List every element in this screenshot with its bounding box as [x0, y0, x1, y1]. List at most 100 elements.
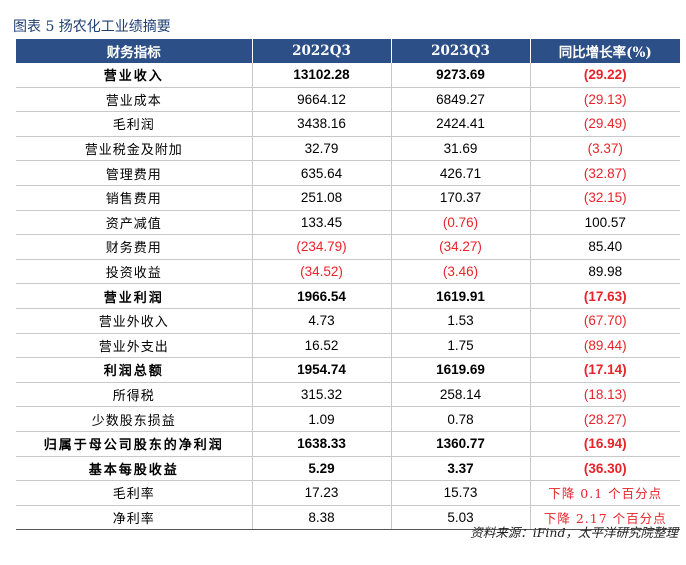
table-header-row: 财务指标 2022Q3 2023Q3 同比增长率(%)	[16, 39, 680, 63]
value-2022q3-cell: 1638.33	[252, 431, 392, 457]
value-2022q3-cell: (234.79)	[252, 234, 392, 260]
value-2022q3-cell: 16.52	[252, 333, 392, 359]
metric-name-cell: 资产减值	[16, 210, 253, 236]
header-yoy: 同比增长率(%)	[530, 39, 680, 63]
yoy-growth-cell: (32.87)	[530, 160, 680, 186]
metric-name-cell: 营业成本	[16, 87, 253, 113]
yoy-growth-cell: 85.40	[530, 234, 680, 260]
metric-name-cell: 管理费用	[16, 160, 253, 186]
value-2022q3-cell: 17.23	[252, 480, 392, 506]
figure-caption: 图表 5 扬农化工业绩摘要	[13, 19, 171, 35]
metric-name-cell: 营业外支出	[16, 333, 253, 359]
value-2023q3-cell: 1619.69	[391, 357, 531, 383]
value-2023q3-cell: (34.27)	[391, 234, 531, 260]
yoy-growth-cell: 下降 0.1 个百分点	[530, 480, 680, 506]
metric-name-cell: 营业利润	[16, 283, 253, 309]
table-row: 管理费用 635.64 426.71 (32.87)	[16, 160, 680, 186]
table-row: 营业税金及附加 32.79 31.69 (3.37)	[16, 136, 680, 162]
value-2023q3-cell: 9273.69	[391, 63, 531, 88]
value-2022q3-cell: 5.29	[252, 456, 392, 482]
value-2023q3-cell: 1619.91	[391, 283, 531, 309]
yoy-growth-cell: (17.14)	[530, 357, 680, 383]
metric-name-cell: 所得税	[16, 382, 253, 408]
value-2022q3-cell: 133.45	[252, 210, 392, 236]
header-2022q3: 2022Q3	[252, 39, 392, 63]
table-row: 销售费用 251.08 170.37 (32.15)	[16, 185, 680, 211]
metric-name-cell: 营业税金及附加	[16, 136, 253, 162]
value-2023q3-cell: 6849.27	[391, 87, 531, 113]
yoy-growth-cell: (17.63)	[530, 283, 680, 309]
value-2022q3-cell: (34.52)	[252, 259, 392, 285]
metric-name-cell: 毛利率	[16, 480, 253, 506]
table-row: 营业成本 9664.12 6849.27 (29.13)	[16, 87, 680, 113]
yoy-growth-cell: (3.37)	[530, 136, 680, 162]
table-row: 财务费用 (234.79) (34.27) 85.40	[16, 234, 680, 260]
value-2022q3-cell: 1.09	[252, 406, 392, 432]
value-2023q3-cell: 170.37	[391, 185, 531, 211]
value-2023q3-cell: 1360.77	[391, 431, 531, 457]
table-row: 少数股东损益 1.09 0.78 (28.27)	[16, 406, 680, 432]
metric-name-cell: 营业收入	[16, 63, 253, 88]
yoy-growth-cell: (89.44)	[530, 333, 680, 359]
yoy-growth-cell: 100.57	[530, 210, 680, 236]
metric-name-cell: 投资收益	[16, 259, 253, 285]
yoy-growth-cell: (36.30)	[530, 456, 680, 482]
value-2022q3-cell: 8.38	[252, 505, 392, 531]
yoy-growth-cell: (29.22)	[530, 63, 680, 88]
yoy-growth-cell: 89.98	[530, 259, 680, 285]
value-2023q3-cell: 3.37	[391, 456, 531, 482]
table-row: 毛利润 3438.16 2424.41 (29.49)	[16, 111, 680, 137]
value-2023q3-cell: 1.75	[391, 333, 531, 359]
value-2023q3-cell: 2424.41	[391, 111, 531, 137]
value-2022q3-cell: 9664.12	[252, 87, 392, 113]
value-2023q3-cell: 426.71	[391, 160, 531, 186]
metric-name-cell: 利润总额	[16, 357, 253, 383]
yoy-growth-cell: (32.15)	[530, 185, 680, 211]
financial-summary-table: 财务指标 2022Q3 2023Q3 同比增长率(%) 营业收入 13102.28…	[16, 39, 680, 531]
header-2023q3: 2023Q3	[391, 39, 531, 63]
table-row: 利润总额 1954.74 1619.69 (17.14)	[16, 357, 680, 383]
value-2022q3-cell: 13102.28	[252, 63, 392, 88]
header-metric: 财务指标	[16, 39, 253, 63]
table-row: 净利率 8.38 5.03 下降 2.17 个百分点	[16, 505, 680, 531]
metric-name-cell: 净利率	[16, 505, 253, 531]
value-2022q3-cell: 3438.16	[252, 111, 392, 137]
table-row: 所得税 315.32 258.14 (18.13)	[16, 382, 680, 408]
value-2023q3-cell: (0.76)	[391, 210, 531, 236]
metric-name-cell: 少数股东损益	[16, 406, 253, 432]
value-2023q3-cell: 0.78	[391, 406, 531, 432]
table-row: 营业外收入 4.73 1.53 (67.70)	[16, 308, 680, 334]
source-note: 资料来源：iFind，太平洋研究院整理	[470, 525, 678, 540]
value-2023q3-cell: 258.14	[391, 382, 531, 408]
table-row: 营业外支出 16.52 1.75 (89.44)	[16, 333, 680, 359]
value-2022q3-cell: 315.32	[252, 382, 392, 408]
metric-name-cell: 财务费用	[16, 234, 253, 260]
metric-name-cell: 销售费用	[16, 185, 253, 211]
value-2022q3-cell: 1966.54	[252, 283, 392, 309]
metric-name-cell: 营业外收入	[16, 308, 253, 334]
table-row: 毛利率 17.23 15.73 下降 0.1 个百分点	[16, 480, 680, 506]
yoy-growth-cell: (29.13)	[530, 87, 680, 113]
table-row: 基本每股收益 5.29 3.37 (36.30)	[16, 456, 680, 482]
yoy-growth-cell: (29.49)	[530, 111, 680, 137]
value-2023q3-cell: 31.69	[391, 136, 531, 162]
table-row: 资产减值 133.45 (0.76) 100.57	[16, 210, 680, 236]
value-2023q3-cell: 5.03	[391, 505, 531, 531]
value-2022q3-cell: 1954.74	[252, 357, 392, 383]
table-row: 营业利润 1966.54 1619.91 (17.63)	[16, 283, 680, 309]
metric-name-cell: 毛利润	[16, 111, 253, 137]
metric-name-cell: 归属于母公司股东的净利润	[16, 431, 253, 457]
value-2023q3-cell: 15.73	[391, 480, 531, 506]
yoy-growth-cell: (28.27)	[530, 406, 680, 432]
value-2023q3-cell: 1.53	[391, 308, 531, 334]
value-2022q3-cell: 635.64	[252, 160, 392, 186]
value-2022q3-cell: 251.08	[252, 185, 392, 211]
yoy-growth-cell: (16.94)	[530, 431, 680, 457]
table-row: 投资收益 (34.52) (3.46) 89.98	[16, 259, 680, 285]
metric-name-cell: 基本每股收益	[16, 456, 253, 482]
value-2022q3-cell: 32.79	[252, 136, 392, 162]
yoy-growth-cell: (67.70)	[530, 308, 680, 334]
yoy-growth-cell: (18.13)	[530, 382, 680, 408]
yoy-growth-cell: 下降 2.17 个百分点	[530, 505, 680, 531]
